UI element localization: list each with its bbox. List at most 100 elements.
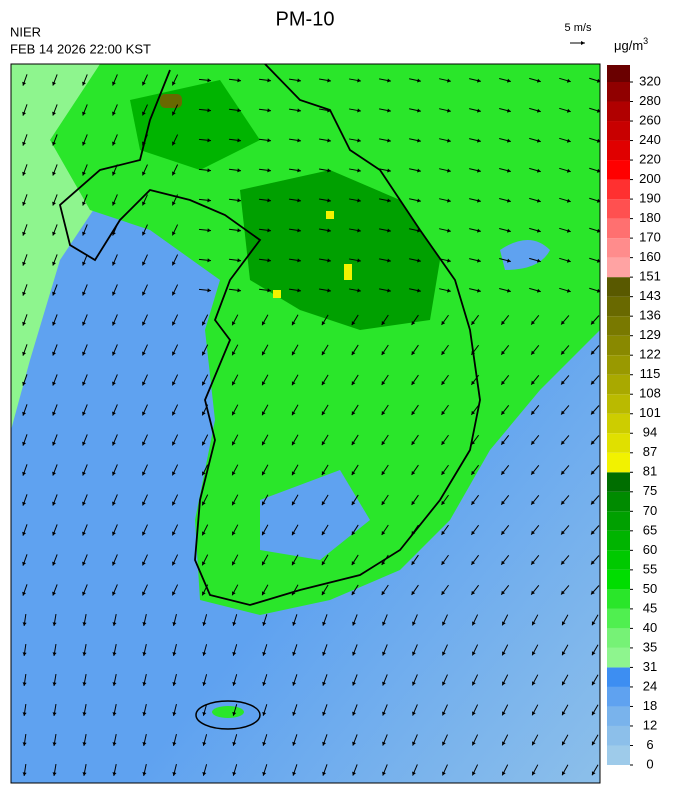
wind-arrowhead — [112, 652, 117, 656]
wind-arrowhead — [477, 168, 481, 173]
wind-arrowhead — [327, 258, 331, 263]
wind-arrowhead — [232, 681, 237, 686]
wind-arrowhead — [591, 380, 595, 385]
wind-arrowhead — [321, 501, 326, 506]
colorbar-segment — [607, 316, 630, 336]
wind-arrowhead — [506, 168, 511, 173]
wind-arrowhead — [382, 741, 386, 746]
wind-arrowhead — [501, 530, 506, 535]
wind-arrowhead — [501, 560, 506, 565]
wind-arrowhead — [447, 138, 451, 143]
wind-arrowhead — [291, 351, 296, 356]
wind-arrowhead — [82, 712, 87, 716]
colorbar-label: 75 — [643, 483, 657, 498]
wind-arrowhead — [411, 320, 416, 325]
wind-arrowhead — [591, 320, 595, 325]
wind-arrowhead — [52, 411, 57, 416]
wind-arrowhead — [231, 591, 236, 596]
wind-arrowhead — [22, 501, 27, 506]
wind-arrowhead — [381, 441, 386, 445]
wind-arrowhead — [501, 320, 506, 325]
wind-arrowhead — [291, 441, 296, 446]
colorbar-segment — [607, 394, 630, 414]
wind-arrowhead — [561, 440, 565, 445]
wind-arrowhead — [501, 410, 506, 415]
colorbar-label: 320 — [639, 73, 661, 88]
wind-arrowhead — [566, 288, 571, 293]
wind-arrowhead — [172, 141, 176, 146]
wind-arrowhead — [561, 320, 565, 325]
wind-arrowhead — [261, 351, 266, 356]
wind-arrowhead — [112, 712, 117, 716]
wind-arrowhead — [471, 470, 476, 475]
wind-arrowhead — [471, 590, 476, 595]
wind-arrowhead — [561, 681, 566, 686]
wind-arrowhead — [52, 652, 57, 656]
wind-arrowhead — [591, 560, 595, 565]
wind-arrowhead — [352, 621, 357, 626]
wind-arrowhead — [142, 712, 147, 716]
wind-arrowhead — [447, 288, 451, 293]
wind-arrowhead — [531, 470, 535, 475]
wind-arrowhead — [267, 288, 271, 293]
wind-arrowhead — [477, 228, 481, 233]
wind-arrowhead — [267, 108, 271, 113]
wind-arrowhead — [321, 351, 326, 356]
wind-arrowhead — [82, 381, 86, 386]
wind-arrowhead — [292, 621, 297, 626]
wind-arrowhead — [411, 590, 416, 595]
wind-arrowhead — [82, 231, 86, 236]
wind-arrowhead — [357, 288, 361, 293]
wind-arrowhead — [531, 380, 535, 385]
wind-arrowhead — [232, 621, 237, 626]
wind-arrowhead — [22, 141, 27, 146]
wind-arrowhead — [501, 590, 506, 595]
wind-arrowhead — [506, 138, 511, 143]
colorbar-segment — [607, 686, 630, 707]
wind-arrowhead — [142, 682, 147, 686]
wind-arrowhead — [352, 681, 357, 686]
wind-arrowhead — [202, 591, 206, 596]
wind-arrowhead — [471, 440, 476, 445]
wind-arrowhead — [441, 320, 446, 325]
wind-arrowhead — [412, 621, 416, 626]
wind-arrowhead — [267, 78, 271, 83]
wind-arrowhead — [297, 108, 301, 113]
wind-field — [22, 74, 600, 777]
wind-arrowhead — [596, 168, 600, 173]
colorbar-label: 108 — [639, 386, 661, 401]
wind-arrowhead — [506, 288, 511, 293]
wind-arrowhead — [561, 741, 566, 746]
wind-arrowhead — [412, 711, 416, 716]
wind-arrowhead — [172, 681, 177, 686]
wind-arrowhead — [22, 411, 27, 416]
wind-arrowhead — [471, 380, 476, 385]
wind-arrowhead — [381, 501, 386, 505]
wind-arrowhead — [591, 440, 595, 445]
wind-arrowhead — [232, 651, 237, 656]
wind-arrowhead — [52, 351, 57, 356]
wind-arrowhead — [442, 651, 446, 656]
wind-arrowhead — [172, 501, 176, 506]
wind-arrowhead — [22, 742, 27, 746]
wind-arrowhead — [471, 320, 476, 325]
wind-arrowhead — [381, 381, 386, 385]
wind-arrowhead — [387, 228, 391, 233]
wind-arrowhead — [112, 772, 117, 776]
wind-arrowhead — [291, 381, 296, 386]
wind-arrowhead — [202, 681, 207, 686]
unit: μg/m3 — [614, 36, 648, 53]
wind-arrowhead — [501, 500, 506, 505]
wind-arrowhead — [591, 410, 595, 415]
wind-arrowhead — [381, 321, 386, 325]
wind-arrowhead — [322, 681, 327, 686]
colorbar-label: 170 — [639, 230, 661, 245]
wind-arrowhead — [52, 141, 57, 146]
wind-arrowhead — [22, 111, 27, 116]
wind-arrowhead — [561, 530, 565, 535]
wind-arrowhead — [82, 652, 87, 656]
wind-arrowhead — [472, 621, 476, 626]
wind-arrowhead — [112, 261, 116, 266]
wind-arrowhead — [502, 771, 506, 776]
colorbar-label: 151 — [639, 269, 661, 284]
